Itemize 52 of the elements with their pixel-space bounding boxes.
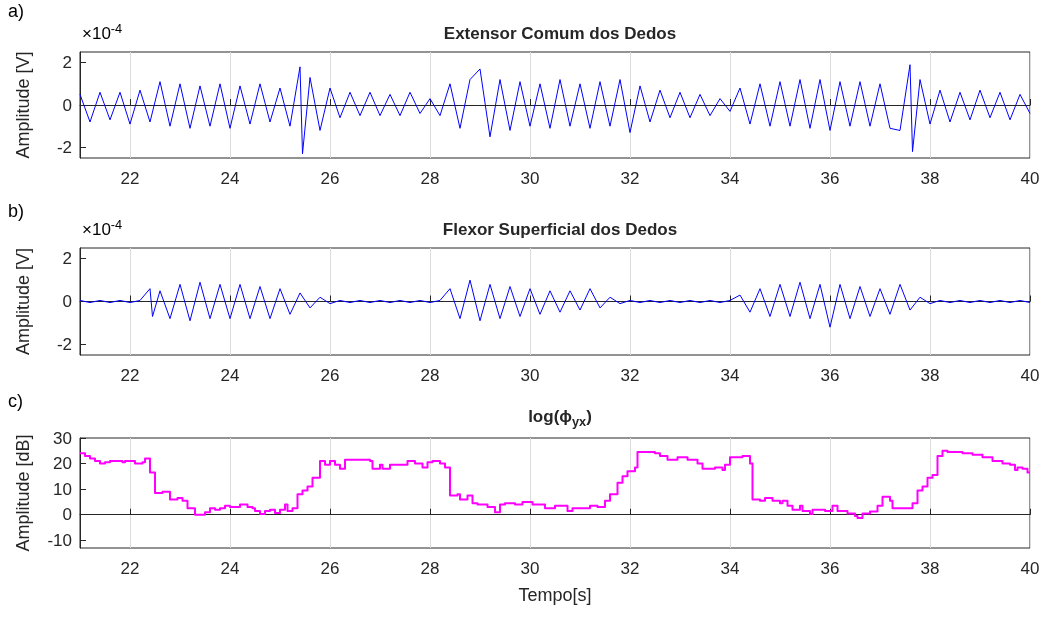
x-tick-label: 26 <box>320 366 340 385</box>
y-tick-label: 0 <box>62 505 72 525</box>
y-tick-label: -2 <box>56 334 72 354</box>
x-tick-label: 22 <box>120 169 140 188</box>
y-tick-label: -2 <box>56 137 72 157</box>
x-tick-label: 40 <box>1020 559 1040 578</box>
x-tick-label: 34 <box>720 366 740 385</box>
y-tick-label: 10 <box>53 479 72 499</box>
x-tick-label: 30 <box>520 366 540 385</box>
x-tick-label: 34 <box>720 559 740 578</box>
x-tick-label: 32 <box>620 559 640 578</box>
x-tick-label: 36 <box>820 366 840 385</box>
y-tick-label: 30 <box>53 428 72 448</box>
x-tick-label: 32 <box>620 169 640 188</box>
y-tick-label: 0 <box>62 95 72 115</box>
x-tick-label: 36 <box>820 169 840 188</box>
x-tick-label: 38 <box>920 559 940 578</box>
x-axis-title: Tempo[s] <box>518 585 592 605</box>
x-tick-label: 40 <box>1020 169 1040 188</box>
x-tick-label: 36 <box>820 559 840 578</box>
y-tick-label: 2 <box>62 249 72 269</box>
x-tick-label: 24 <box>220 169 240 188</box>
y-axis-title: Amplitude [dB] <box>13 434 33 552</box>
y-axis-title: Amplitude [V] <box>13 247 33 356</box>
text: a) <box>8 1 25 21</box>
y-tick-label: 0 <box>62 292 72 311</box>
x-tick-label: 28 <box>420 366 440 385</box>
x-tick-label: 30 <box>520 559 540 578</box>
line-series <box>79 279 1031 328</box>
x-tick-label: 30 <box>520 169 540 188</box>
y-axis-title: Amplitude [V] <box>13 51 33 159</box>
x-tick-label: 38 <box>920 366 940 385</box>
x-tick-label: 24 <box>220 366 240 385</box>
x-tick-label: 34 <box>720 169 740 188</box>
x-tick-label: 26 <box>320 169 340 188</box>
text: c) <box>8 391 23 411</box>
x-tick-label: 38 <box>920 169 940 188</box>
x-tick-label: 26 <box>320 559 340 578</box>
x-tick-label: 28 <box>420 559 440 578</box>
x-tick-label: 28 <box>420 169 440 188</box>
text: b) <box>8 201 25 221</box>
x-tick-label: 22 <box>120 559 140 578</box>
chart-title: Flexor Superficial dos Dedos <box>442 220 678 239</box>
x-tick-label: 40 <box>1020 366 1040 385</box>
x-tick-label: 24 <box>220 559 240 578</box>
y-tick-label: 2 <box>62 53 72 73</box>
chart-title: Extensor Comum dos Dedos <box>443 24 677 43</box>
x-tick-label: 22 <box>120 366 140 385</box>
y-tick-label: -10 <box>47 530 72 550</box>
line-series <box>79 64 1031 155</box>
x-tick-label: 32 <box>620 366 640 385</box>
y-tick-label: 20 <box>53 454 72 474</box>
